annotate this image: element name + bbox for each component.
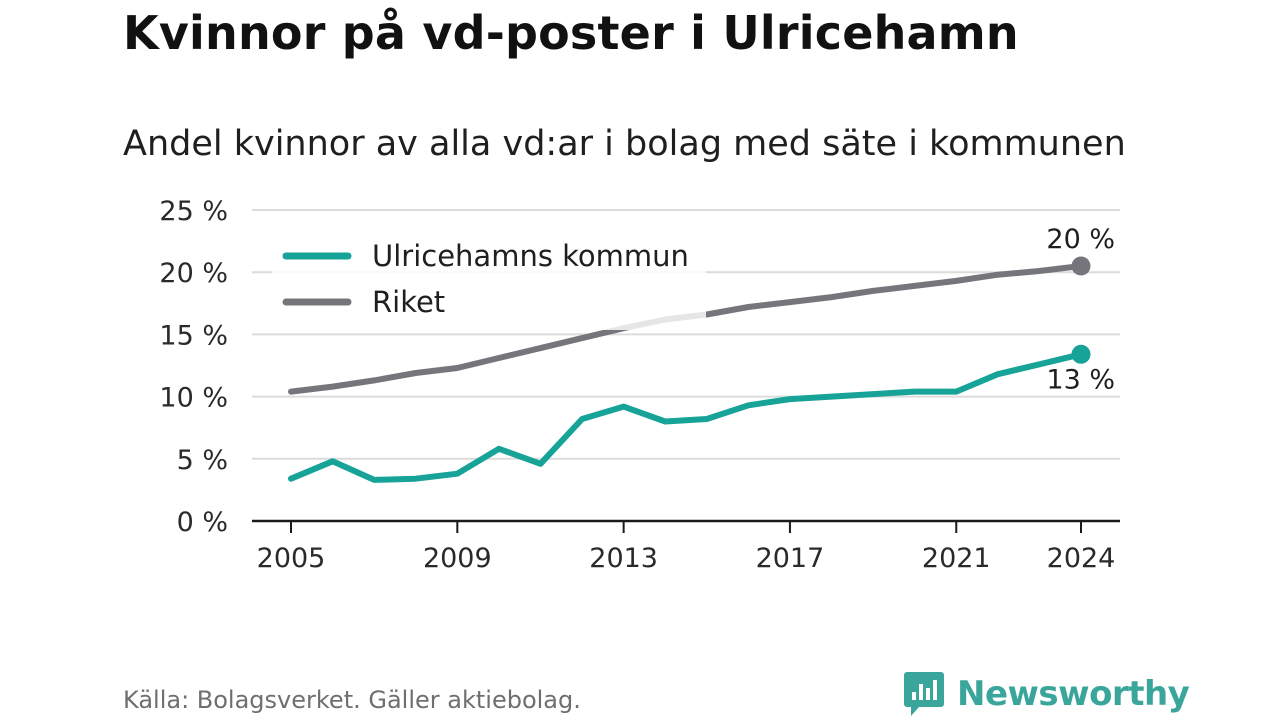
x-tick-label: 2009	[423, 543, 492, 574]
end-labels: 13 % 20 %	[1046, 224, 1115, 395]
x-tick-label: 2017	[756, 543, 825, 574]
y-tick-label: 5 %	[177, 445, 228, 476]
x-tick-label: 2005	[257, 543, 326, 574]
y-tick-label: 15 %	[159, 320, 228, 351]
brand-logo: Newsworthy	[903, 670, 1190, 718]
x-tick-label: 2021	[922, 543, 991, 574]
x-tick-label: 2013	[589, 543, 658, 574]
chart-title: Kvinnor på vd-poster i Ulricehamn	[123, 6, 1019, 60]
series-line-0	[288, 351, 1084, 483]
y-tick-label: 0 %	[177, 507, 228, 538]
series-endpoint-1	[1071, 256, 1091, 276]
legend: Ulricehamns kommun Riket	[272, 230, 706, 330]
x-axis: 2005 2009 2013 2017 2021 2024	[252, 519, 1120, 574]
newsworthy-icon	[904, 672, 944, 716]
series-endpoint-0	[1071, 344, 1091, 364]
end-label: 13 %	[1046, 364, 1115, 395]
y-tick-label: 25 %	[159, 196, 228, 227]
y-axis-ticks: 0 % 5 % 10 % 15 % 20 % 25 %	[159, 196, 228, 538]
legend-label: Ulricehamns kommun	[372, 239, 689, 273]
y-tick-label: 20 %	[159, 258, 228, 289]
x-tick-label: 2024	[1047, 543, 1116, 574]
brand-name: Newsworthy	[957, 674, 1190, 714]
legend-label: Riket	[372, 285, 445, 319]
legend-box	[272, 230, 706, 330]
end-label: 20 %	[1046, 224, 1115, 255]
source-note: Källa: Bolagsverket. Gäller aktiebolag.	[123, 686, 581, 714]
chart-subtitle: Andel kvinnor av alla vd:ar i bolag med …	[123, 124, 1126, 164]
y-tick-label: 10 %	[159, 383, 228, 414]
